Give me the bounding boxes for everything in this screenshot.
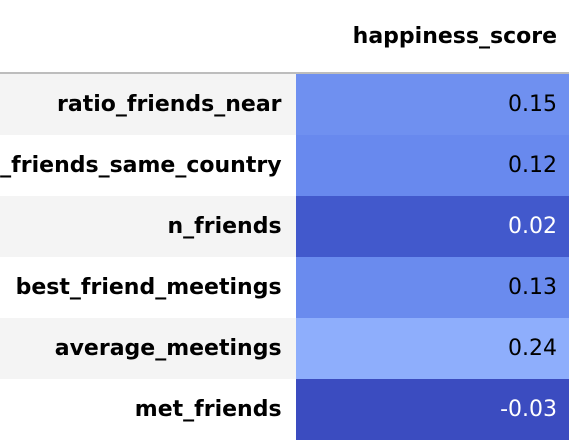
- row-value: 0.02: [296, 196, 569, 257]
- row-label: ratio_friends_same_country: [0, 135, 296, 196]
- table-row: met_friends -0.03: [0, 379, 569, 440]
- row-value: 0.13: [296, 257, 569, 318]
- table-header-row: happiness_score: [0, 0, 569, 73]
- column-header-happiness-score: happiness_score: [296, 0, 569, 73]
- index-header: [0, 0, 296, 73]
- row-value: 0.15: [296, 73, 569, 135]
- row-value: -0.03: [296, 379, 569, 440]
- table-body: ratio_friends_near0.15ratio_friends_same…: [0, 73, 569, 440]
- table-row: best_friend_meetings 0.13: [0, 257, 569, 318]
- table-row: n_friends 0.02: [0, 196, 569, 257]
- row-label: met_friends: [0, 379, 296, 440]
- row-label: ratio_friends_near: [0, 73, 296, 135]
- table-row: average_meetings 0.24: [0, 318, 569, 379]
- row-label: n_friends: [0, 196, 296, 257]
- table-row: ratio_friends_near 0.15: [0, 73, 569, 135]
- row-value: 0.12: [296, 135, 569, 196]
- row-label: best_friend_meetings: [0, 257, 296, 318]
- row-label: average_meetings: [0, 318, 296, 379]
- row-value: 0.24: [296, 318, 569, 379]
